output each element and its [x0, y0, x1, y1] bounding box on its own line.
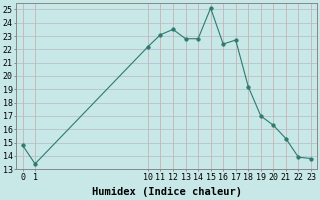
X-axis label: Humidex (Indice chaleur): Humidex (Indice chaleur)	[92, 187, 242, 197]
